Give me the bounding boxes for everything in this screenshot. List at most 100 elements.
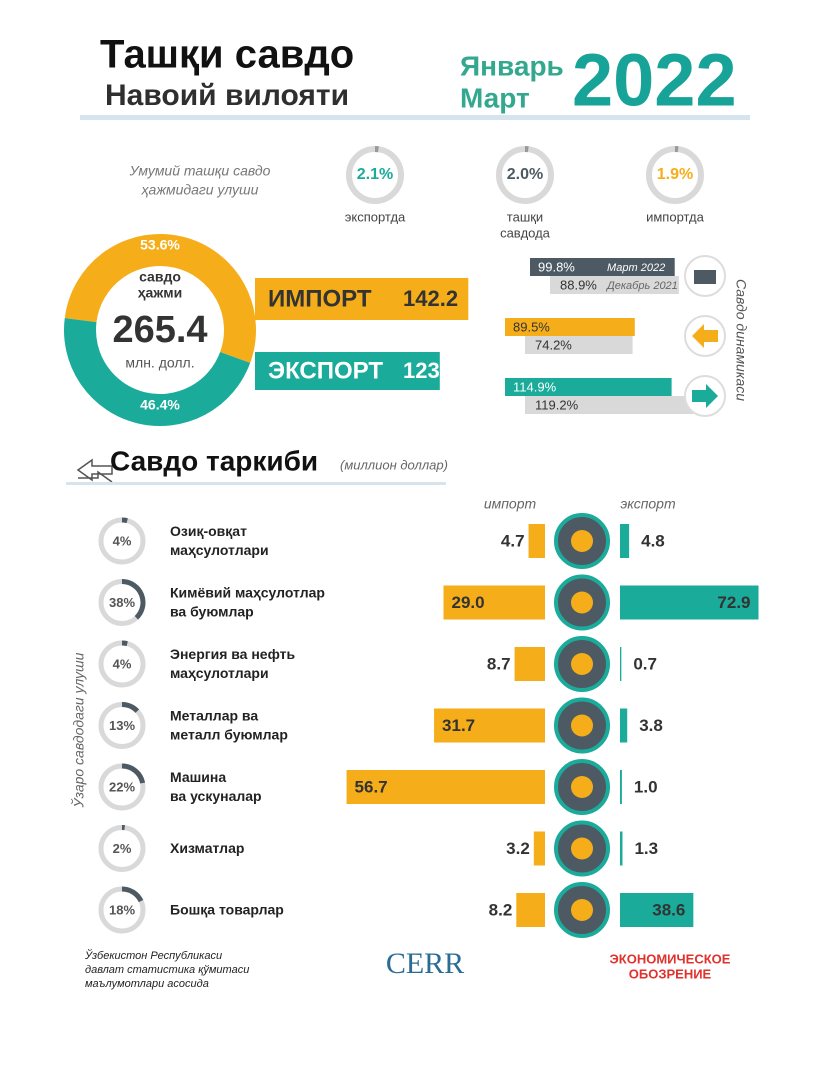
row-icon-core <box>571 530 593 552</box>
import-bar <box>346 770 545 804</box>
dyn-arrow <box>694 270 716 284</box>
dyn-current-label: 89.5% <box>513 319 550 334</box>
export-label: 3.8 <box>639 716 663 735</box>
row-name: маҳсулотлари <box>170 542 269 558</box>
donut-caption: савдо <box>139 269 181 285</box>
title: Ташқи савдо <box>100 33 354 77</box>
row-name: маҳсулотлари <box>170 665 269 681</box>
source: давлат статистика қўмитаси <box>85 964 249 976</box>
dyn-current <box>505 318 635 336</box>
export-bar <box>620 893 694 927</box>
dyn-current <box>530 258 675 276</box>
export-label: 0.7 <box>633 654 657 673</box>
donut-caption: ҳажми <box>138 285 182 301</box>
divider <box>66 482 446 485</box>
dynamics-title: Савдо динамикаси <box>733 279 749 401</box>
share-name: экспортда <box>345 209 406 224</box>
export-label: 72.9 <box>717 593 750 612</box>
import-label: 56.7 <box>355 777 388 796</box>
share-caption: ҳажмидаги улуши <box>141 182 259 198</box>
dyn-previous-label: 119.2% <box>535 397 579 412</box>
export-label: 1.0 <box>634 777 658 796</box>
donut-import <box>64 234 256 363</box>
period-end: Март <box>460 82 530 113</box>
import-bar <box>516 893 545 927</box>
row-name: Машина <box>170 769 226 785</box>
dyn-legend: Декабрь 2021 <box>605 280 678 292</box>
row-share: 38% <box>109 595 135 610</box>
row-share: 4% <box>113 533 132 548</box>
import-label: 8.7 <box>487 654 511 673</box>
period-start: Январь <box>460 50 564 81</box>
row-name: Хизматлар <box>170 840 244 856</box>
dyn-current-label: 99.8% <box>538 259 575 274</box>
share-name: савдода <box>500 225 551 240</box>
export-label: 4.8 <box>641 531 665 550</box>
gauge-arc <box>121 640 128 647</box>
dyn-previous-label: 88.9% <box>560 277 597 292</box>
share-value: 2.1% <box>357 166 393 183</box>
structure-title: Савдо таркиби <box>110 445 318 476</box>
row-share: 4% <box>113 656 132 671</box>
donut-total: 265.4 <box>112 309 207 351</box>
donut-export <box>64 318 251 426</box>
import-label: 29.0 <box>452 593 485 612</box>
donut-import-label: 53.6% <box>140 237 180 253</box>
row-share: 22% <box>109 779 135 794</box>
import-bar <box>434 708 545 743</box>
row-name: Металлар ва <box>170 708 258 724</box>
total-bar <box>255 278 469 320</box>
row-share: 18% <box>109 902 135 917</box>
row-name: Бошқа товарлар <box>170 902 284 918</box>
gauge-arc <box>121 886 144 903</box>
total-name: ЭКСПОРТ <box>268 357 383 384</box>
donut-export-label: 46.4% <box>140 397 180 413</box>
import-bar <box>443 585 545 620</box>
total-value: 123.2 <box>403 358 458 383</box>
row-share: 13% <box>109 718 135 733</box>
gauge-arc <box>121 517 128 524</box>
row-icon-core <box>571 653 593 675</box>
dyn-arrow <box>692 384 718 408</box>
gauge-arc <box>121 763 146 784</box>
share-value: 1.9% <box>657 166 693 183</box>
divider <box>80 115 750 120</box>
import-bar <box>514 647 545 681</box>
total-bar <box>255 352 440 390</box>
dyn-current-label: 114.9% <box>513 379 557 394</box>
share-name: импортда <box>646 209 705 224</box>
total-value: 142.2 <box>403 286 458 311</box>
export-header: экспорт <box>620 496 676 512</box>
exchange-icon <box>76 458 113 483</box>
row-name: ва буюмлар <box>170 604 254 620</box>
row-icon-core <box>571 837 593 860</box>
export-bar <box>620 585 759 620</box>
dyn-legend: Март 2022 <box>607 262 665 274</box>
row-icon-core <box>571 591 593 614</box>
row-name: Энергия ва нефть <box>170 646 296 662</box>
share-name: ташқи <box>507 209 543 224</box>
logo-eo: ЭКОНОМИЧЕСКОЕ <box>610 951 731 966</box>
export-bar <box>620 831 623 866</box>
import-label: 8.2 <box>489 900 513 919</box>
share-caption: Умумий ташқи савдо <box>129 163 271 179</box>
logo-eo: ОБОЗРЕНИЕ <box>629 966 712 981</box>
logo-cerr: CERR <box>386 947 464 980</box>
year: 2022 <box>572 39 737 122</box>
dyn-previous <box>525 336 633 354</box>
export-label: 38.6 <box>652 900 685 919</box>
import-label: 31.7 <box>442 716 475 735</box>
row-name: ва ускуналар <box>170 788 262 804</box>
export-label: 1.3 <box>634 839 658 858</box>
dyn-arrow <box>692 324 718 348</box>
export-bar <box>620 708 628 743</box>
row-icon-core <box>571 899 593 921</box>
subtitle: Навоий вилояти <box>105 79 349 112</box>
export-bar <box>620 647 622 681</box>
import-label: 4.7 <box>501 531 525 550</box>
export-bar <box>620 524 630 558</box>
export-bar <box>620 770 622 804</box>
gauge-arc <box>121 702 140 713</box>
row-icon-core <box>571 776 593 798</box>
gauge-arc <box>121 579 146 620</box>
